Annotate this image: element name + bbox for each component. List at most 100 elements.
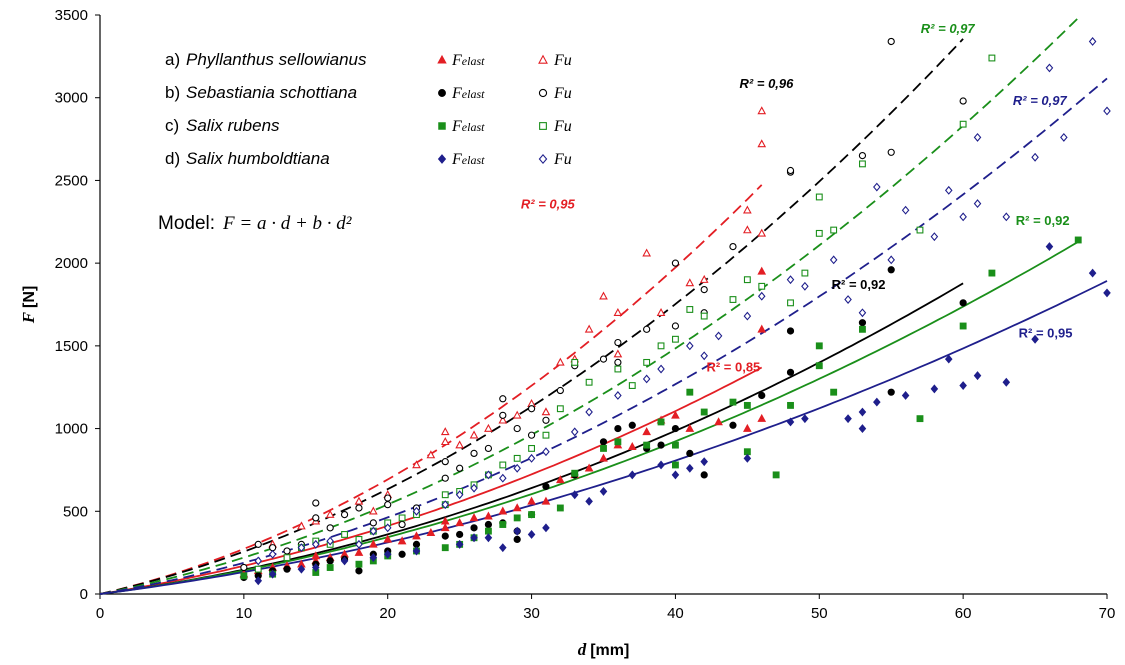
data-point [743,401,751,409]
data-point [844,414,852,424]
data-point [469,430,479,439]
r2-labels: R² = 0,85 R² = 0,95 R² = 0,92 R² = 0,96 R² =… [521,21,1073,374]
data-point [944,354,953,364]
data-point [484,533,493,543]
data-point [542,431,550,439]
legend-elast-sub: elast [462,153,485,167]
data-point [988,54,996,62]
data-point [499,473,507,483]
data-point [527,529,536,539]
data-point [555,475,565,484]
data-point [671,259,680,267]
y-axis-variable: F [19,311,38,324]
data-point [959,322,967,330]
data-point [643,325,651,333]
data-point [599,438,608,446]
data-point [786,327,795,335]
legend-species: Sebastiania schottiana [186,83,357,102]
data-point [973,199,982,209]
data-point [571,358,579,366]
data-point [657,441,665,449]
data-point [657,418,665,426]
data-point [743,205,752,214]
data-point [441,474,449,482]
data-point [527,453,536,463]
data-point [959,97,967,105]
fit-curve-u [99,17,1079,595]
data-point [584,463,594,472]
data-point [1060,132,1068,142]
legend-row: a) Phyllanthus sellowianus Felast Fu [165,50,572,69]
data-point [585,378,593,386]
legend-marker-u [538,54,548,64]
data-point [311,551,321,560]
legend-marker-elast [437,154,447,164]
data-point [628,421,636,429]
data-point [297,543,306,553]
data-point [671,322,680,330]
data-point [283,565,291,573]
data-point [859,160,866,168]
data-point [571,469,579,477]
data-point [484,444,493,453]
data-point [671,335,679,343]
data-point [354,547,364,556]
data-point [240,563,248,572]
data-point [542,416,550,424]
data-point [1031,152,1039,162]
data-point [686,388,694,396]
y-tick-label: 3000 [55,90,88,107]
data-point [368,539,378,548]
data-point [527,405,536,413]
data-point [815,193,823,201]
legend-elast-label: Felast [451,151,485,168]
data-point [685,423,695,432]
data-point [786,417,795,427]
data-point [743,448,751,456]
data-point [527,431,536,439]
y-ticks: 0 500 1000 1500 2000 2500 3000 3500 [55,7,100,603]
legend-elast-main: F [451,85,462,102]
data-point [642,427,652,436]
y-tick-label: 3500 [55,7,88,24]
data-point [440,516,450,525]
data-point [368,506,378,515]
data-point [254,565,262,573]
data-point [556,504,564,512]
data-point [456,464,464,472]
data-point [757,413,767,422]
data-point [714,417,723,426]
data-point [440,427,450,436]
legend-u-label: Fu [553,118,572,135]
r2-label: R² = 0,97 [921,21,976,36]
legend-marker-elast [437,54,447,64]
data-point [440,523,450,532]
data-point [499,395,507,403]
y-axis-unit: [N] [21,286,38,308]
data-point [412,531,421,540]
data-point [340,510,349,519]
data-point [440,437,450,446]
data-point [729,296,737,303]
legend-elast-label: Felast [451,52,485,69]
data-point [959,381,967,391]
data-point [671,410,680,419]
data-point [341,531,348,538]
legend-elast-label: Felast [451,118,485,135]
x-tick-label: 20 [379,605,396,622]
data-point [384,501,392,509]
data-point [398,514,406,522]
legend-row: c) Salix rubens Felast Fu [165,116,572,135]
data-point [513,526,521,536]
data-point [700,408,708,416]
data-point [369,526,378,536]
data-point [757,291,766,301]
data-point [355,539,363,549]
r2-label: R² = 0,97 [1013,93,1068,108]
y-tick-label: 2500 [55,172,88,189]
r2-label: R² = 0,95 [521,197,576,212]
data-point [398,550,406,558]
data-point [585,407,593,417]
data-point [326,564,334,571]
